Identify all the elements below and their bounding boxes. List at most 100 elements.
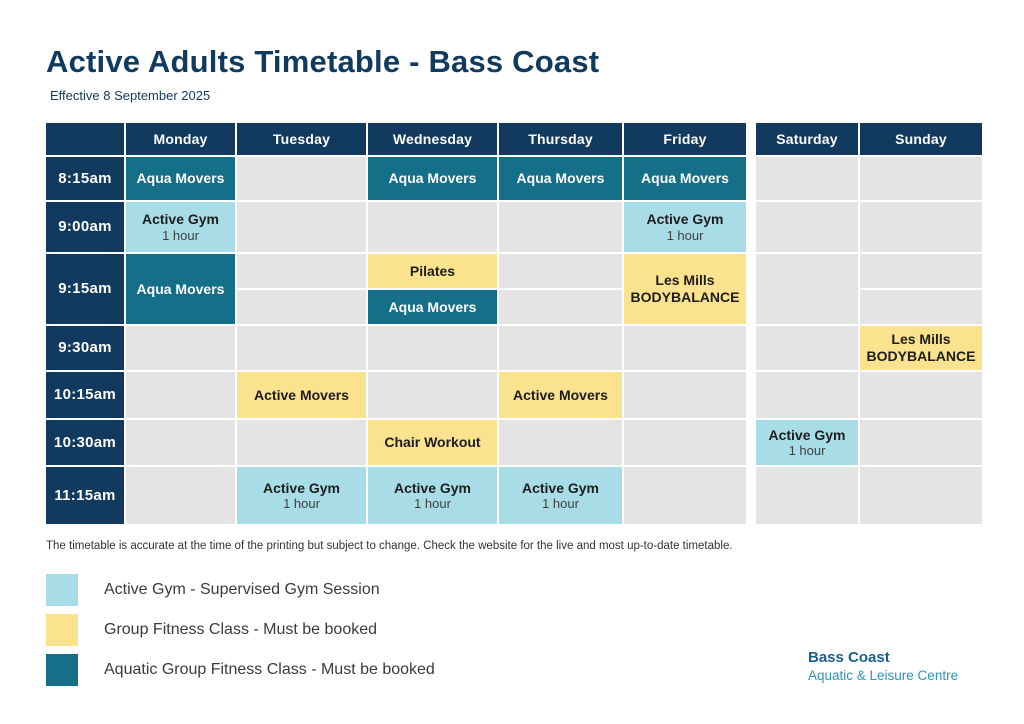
class-cell-active-gym-sat-1030: Active Gym 1 hour xyxy=(756,420,858,465)
empty-cell xyxy=(624,467,746,524)
day-header-saturday: Saturday xyxy=(756,123,858,155)
empty-cell xyxy=(368,326,497,370)
empty-cell xyxy=(499,326,622,370)
class-label: Aqua Movers xyxy=(516,170,605,187)
timetable-grid: Monday Tuesday Wednesday Thursday Friday… xyxy=(46,123,982,524)
class-label: Aqua Movers xyxy=(641,170,729,187)
empty-cell xyxy=(499,254,622,288)
effective-date: Effective 8 September 2025 xyxy=(50,88,211,103)
class-cell-aqua-movers-wed-815: Aqua Movers xyxy=(368,157,497,200)
empty-cell xyxy=(126,372,235,418)
class-label: BODYBALANCE xyxy=(866,348,976,364)
class-cell-aqua-movers-thu-815: Aqua Movers xyxy=(499,157,622,200)
logo-tagline: Aquatic & Leisure Centre xyxy=(808,668,959,683)
class-label: Active Movers xyxy=(254,386,349,403)
legend-item-active-gym: Active Gym - Supervised Gym Session xyxy=(46,574,435,606)
empty-cell xyxy=(860,420,982,465)
empty-cell xyxy=(624,326,746,370)
empty-cell xyxy=(499,202,622,252)
legend: Active Gym - Supervised Gym Session Grou… xyxy=(46,574,435,686)
class-cell-active-gym-thu-1115: Active Gym 1 hour xyxy=(499,467,622,524)
class-cell-bodybalance-fri-915: Les Mills BODYBALANCE xyxy=(624,254,746,324)
day-header-friday: Friday xyxy=(624,123,746,155)
legend-label: Active Gym - Supervised Gym Session xyxy=(104,581,380,598)
empty-cell xyxy=(499,420,622,465)
class-label: Les Mills xyxy=(891,331,951,348)
class-label: Aqua Movers xyxy=(136,170,225,187)
empty-cell xyxy=(237,157,366,200)
legend-swatch-group-fitness xyxy=(46,614,78,646)
empty-cell xyxy=(860,254,982,288)
time-label-900: 9:00am xyxy=(46,202,124,252)
page-header: Active Adults Timetable - Bass Coast Eff… xyxy=(46,44,599,103)
class-cell-chair-workout-wed-1030: Chair Workout xyxy=(368,420,497,465)
time-label-1030: 10:30am xyxy=(46,420,124,465)
class-cell-aqua-movers-wed-915: Aqua Movers xyxy=(368,290,497,324)
corner-cell xyxy=(46,123,124,155)
class-duration: 1 hour xyxy=(414,496,451,512)
class-cell-aqua-movers-mon-815: Aqua Movers xyxy=(126,157,235,200)
class-label: Chair Workout xyxy=(384,434,481,451)
empty-cell xyxy=(624,372,746,418)
legend-item-aquatic-group: Aquatic Group Fitness Class - Must be bo… xyxy=(46,654,435,686)
class-cell-pilates-wed-915: Pilates xyxy=(368,254,497,288)
empty-cell xyxy=(126,467,235,524)
day-header-monday: Monday xyxy=(126,123,235,155)
legend-item-group-fitness: Group Fitness Class - Must be booked xyxy=(46,614,435,646)
class-cell-aqua-movers-mon-915: Aqua Movers xyxy=(126,254,235,324)
class-label: Aqua Movers xyxy=(388,170,477,187)
class-label: Active Gym xyxy=(262,479,341,496)
day-header-thursday: Thursday xyxy=(499,123,622,155)
empty-cell xyxy=(756,326,858,370)
class-label: Active Gym xyxy=(646,211,724,228)
bass-coast-logo: Bass Coast Aquatic & Leisure Centre xyxy=(808,649,958,683)
time-label-915: 9:15am xyxy=(46,254,124,324)
class-label: Active Movers xyxy=(513,386,608,403)
empty-cell xyxy=(368,202,497,252)
class-cell-aqua-movers-fri-815: Aqua Movers xyxy=(624,157,746,200)
class-cell-active-gym-mon-900: Active Gym 1 hour xyxy=(126,202,235,252)
empty-cell xyxy=(237,420,366,465)
empty-cell xyxy=(756,467,858,524)
class-label: Aqua Movers xyxy=(136,280,225,297)
class-duration: 1 hour xyxy=(542,496,579,512)
time-label-1015: 10:15am xyxy=(46,372,124,418)
time-label-930: 9:30am xyxy=(46,326,124,370)
logo-name: Bass Coast xyxy=(808,649,890,666)
class-cell-active-movers-thu-1015: Active Movers xyxy=(499,372,622,418)
empty-cell xyxy=(860,157,982,200)
empty-cell xyxy=(756,372,858,418)
class-label: Active Gym xyxy=(768,426,846,443)
time-label-815: 8:15am xyxy=(46,157,124,200)
empty-cell xyxy=(756,202,858,252)
class-label: Aqua Movers xyxy=(388,298,477,315)
empty-cell xyxy=(860,467,982,524)
class-cell-active-gym-tue-1115: Active Gym 1 hour xyxy=(237,467,366,524)
empty-cell xyxy=(126,420,235,465)
class-duration: 1 hour xyxy=(162,227,199,243)
empty-cell xyxy=(126,326,235,370)
empty-cell xyxy=(860,372,982,418)
class-duration: 1 hour xyxy=(788,443,826,459)
legend-swatch-aquatic-group xyxy=(46,654,78,686)
class-duration: 1 hour xyxy=(283,496,320,512)
time-label-1115: 11:15am xyxy=(46,467,124,524)
page-title: Active Adults Timetable - Bass Coast xyxy=(46,44,600,79)
empty-cell xyxy=(756,254,858,324)
empty-cell xyxy=(237,202,366,252)
class-cell-active-gym-wed-1115: Active Gym 1 hour xyxy=(368,467,497,524)
empty-cell xyxy=(237,254,366,288)
class-label: Active Gym xyxy=(141,211,220,228)
empty-cell xyxy=(237,326,366,370)
day-header-wednesday: Wednesday xyxy=(368,123,497,155)
empty-cell xyxy=(756,157,858,200)
empty-cell xyxy=(499,290,622,324)
empty-cell xyxy=(368,372,497,418)
empty-cell xyxy=(237,290,366,324)
disclaimer-text: The timetable is accurate at the time of… xyxy=(46,540,733,552)
day-header-tuesday: Tuesday xyxy=(237,123,366,155)
class-cell-active-movers-tue-1015: Active Movers xyxy=(237,372,366,418)
legend-label: Aquatic Group Fitness Class - Must be bo… xyxy=(104,661,435,678)
class-label: Pilates xyxy=(409,262,456,279)
